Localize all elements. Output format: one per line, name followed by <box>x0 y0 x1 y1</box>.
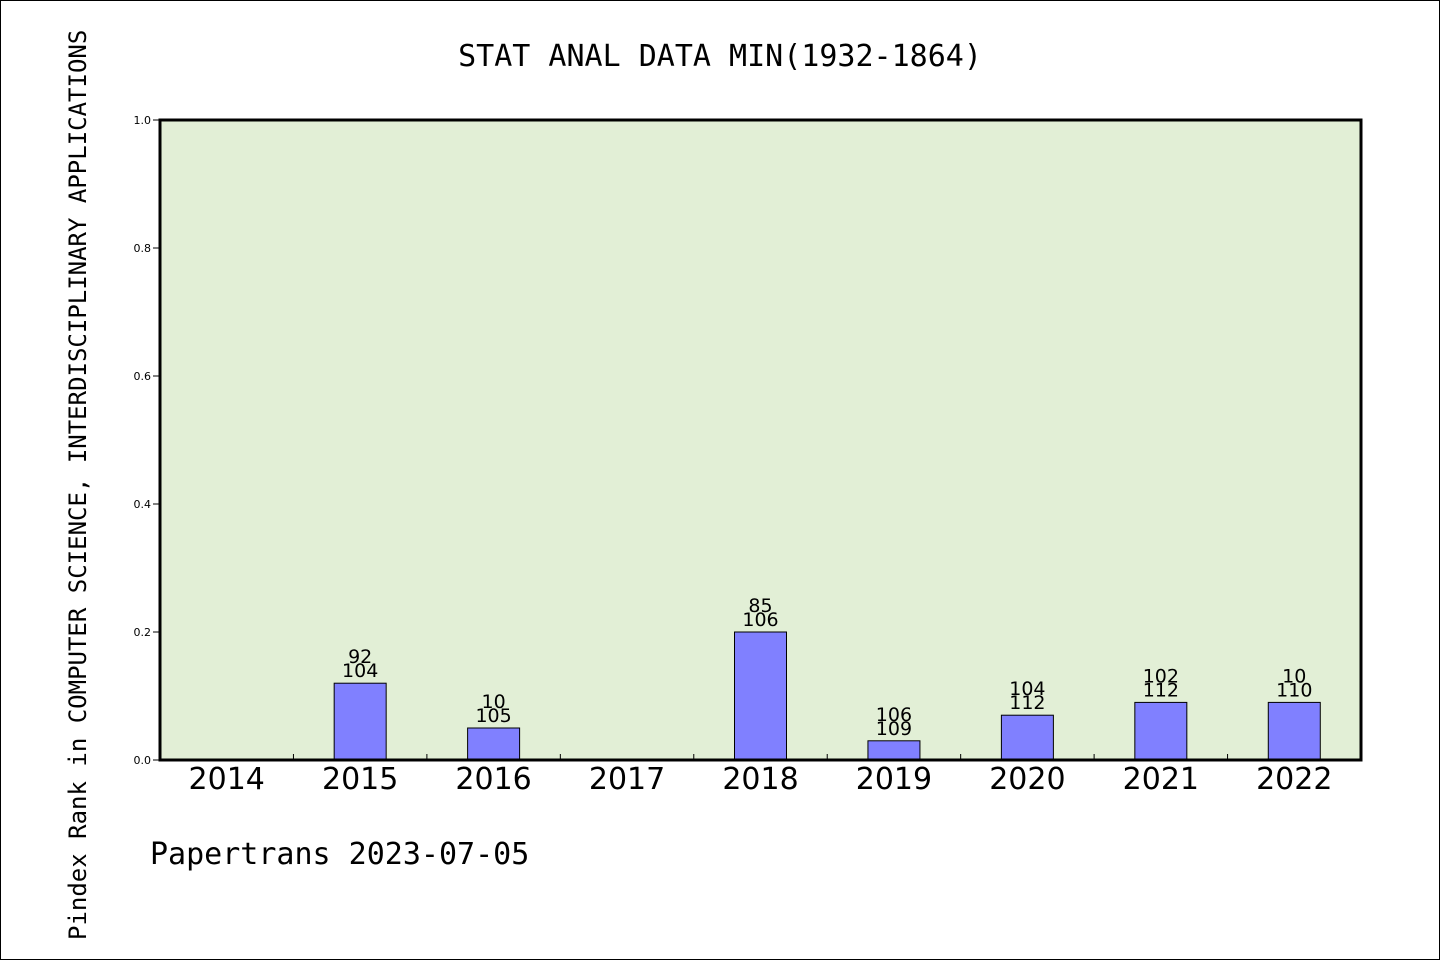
chart-title: STAT ANAL DATA MIN(1932-1864) <box>458 39 982 74</box>
y-axis: 0.0 0.2 0.4 0.6 0.8 1.0 <box>134 114 160 767</box>
x-tick-label: 2022 <box>1256 762 1332 797</box>
y-tick-label: 0.4 <box>134 498 152 511</box>
bar-total-label: 110 <box>1276 679 1312 701</box>
y-tick-label: 0.6 <box>134 370 152 383</box>
y-tick-label: 0.2 <box>134 626 152 639</box>
bar-total-label: 106 <box>742 609 778 631</box>
y-axis-label: Pindex Rank in COMPUTER SCIENCE, INTERDI… <box>64 30 92 940</box>
bar <box>1134 701 1188 761</box>
x-tick-label: 2020 <box>989 762 1065 797</box>
y-tick-label: 0.0 <box>134 754 152 767</box>
bar <box>867 740 921 761</box>
x-tick-label: 2021 <box>1123 762 1199 797</box>
y-tick-label: 0.8 <box>134 242 152 255</box>
x-tick-label: 2017 <box>589 762 665 797</box>
x-tick-label: 2019 <box>856 762 932 797</box>
x-axis: 2014 2015 2016 2017 2018 2019 2020 2021 2022 <box>189 754 1332 797</box>
bar <box>1000 714 1054 761</box>
bar-total-label: 109 <box>876 718 912 740</box>
bar-rank-label: 106 <box>876 704 912 726</box>
bar-rank-label: 104 <box>1009 678 1045 700</box>
bar <box>333 682 387 761</box>
bar <box>467 727 521 761</box>
bar-total-label: 105 <box>475 705 511 727</box>
footer-text: Papertrans 2023-07-05 <box>150 837 529 872</box>
bar <box>734 631 787 761</box>
bar-total-label: 112 <box>1143 679 1179 701</box>
x-tick-label: 2018 <box>722 762 798 797</box>
x-tick-label: 2016 <box>455 762 531 797</box>
bar-rank-label: 10 <box>1282 665 1306 687</box>
bar-rank-label: 85 <box>748 595 772 617</box>
bar <box>1267 701 1321 761</box>
bar-total-label: 104 <box>342 660 378 682</box>
bar-rank-label: 102 <box>1143 665 1179 687</box>
x-tick-label: 2014 <box>189 762 265 797</box>
y-tick-label: 1.0 <box>134 114 152 127</box>
bar-rank-label: 92 <box>348 646 372 668</box>
x-tick-label: 2015 <box>322 762 398 797</box>
bar-total-label: 112 <box>1009 692 1045 714</box>
bars-layer <box>333 631 1321 761</box>
bar-rank-label: 10 <box>482 691 506 713</box>
plot-frame <box>158 118 1363 762</box>
